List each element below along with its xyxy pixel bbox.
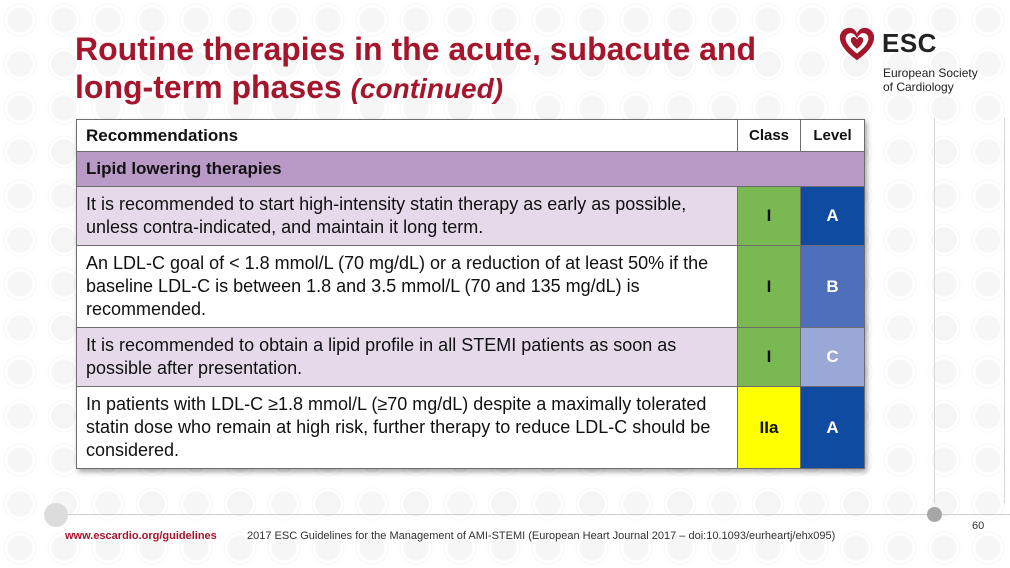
- decor-circle-right: [927, 507, 942, 522]
- esc-logo: ESC European Society of Cardiology: [838, 26, 998, 98]
- header-level: Level: [800, 119, 865, 152]
- page-number: 60: [972, 520, 985, 532]
- logo-full-name: European Society of Cardiology: [883, 66, 978, 94]
- guidelines-link[interactable]: www.escardio.org/guidelines: [65, 530, 217, 542]
- decor-vertical-line: [1004, 118, 1005, 503]
- header-recommendations: Recommendations: [76, 119, 738, 152]
- recommendation-row: An LDL-C goal of < 1.8 mmol/L (70 mg/dL)…: [76, 245, 865, 328]
- class-badge: I: [737, 327, 801, 387]
- class-badge: I: [737, 245, 801, 328]
- decor-vertical-line: [934, 118, 935, 503]
- recommendation-text: It is recommended to obtain a lipid prof…: [76, 327, 738, 387]
- logo-line-2: of Cardiology: [883, 80, 954, 94]
- level-badge: A: [800, 386, 865, 469]
- level-badge: B: [800, 245, 865, 328]
- decor-circle-left: [44, 503, 68, 527]
- logo-line-1: European Society: [883, 66, 978, 80]
- recommendation-text: An LDL-C goal of < 1.8 mmol/L (70 mg/dL)…: [76, 245, 738, 328]
- slide-title: Routine therapies in the acute, subacute…: [75, 30, 835, 108]
- slide-title-text: Routine therapies in the acute, subacute…: [75, 31, 757, 105]
- recommendation-text: In patients with LDL-C ≥1.8 mmol/L (≥70 …: [76, 386, 738, 469]
- recommendation-row: It is recommended to obtain a lipid prof…: [76, 327, 865, 387]
- table-header-row: Recommendations Class Level: [76, 119, 865, 152]
- class-badge: I: [737, 186, 801, 246]
- section-title: Lipid lowering therapies: [76, 151, 865, 187]
- recommendation-row: It is recommended to start high-intensit…: [76, 186, 865, 246]
- footer-divider: [56, 514, 1010, 515]
- logo-abbreviation: ESC: [882, 28, 937, 58]
- section-row: Lipid lowering therapies: [76, 151, 865, 187]
- level-badge: A: [800, 186, 865, 246]
- recommendation-row: In patients with LDL-C ≥1.8 mmol/L (≥70 …: [76, 386, 865, 469]
- level-badge: C: [800, 327, 865, 387]
- header-class: Class: [737, 119, 801, 152]
- class-badge: IIa: [737, 386, 801, 469]
- heart-logo-icon: [839, 27, 875, 61]
- footer-citation: 2017 ESC Guidelines for the Management o…: [247, 530, 836, 542]
- slide-title-suffix: (continued): [350, 73, 504, 104]
- recommendations-table: Recommendations Class Level Lipid loweri…: [76, 119, 865, 469]
- recommendation-text: It is recommended to start high-intensit…: [76, 186, 738, 246]
